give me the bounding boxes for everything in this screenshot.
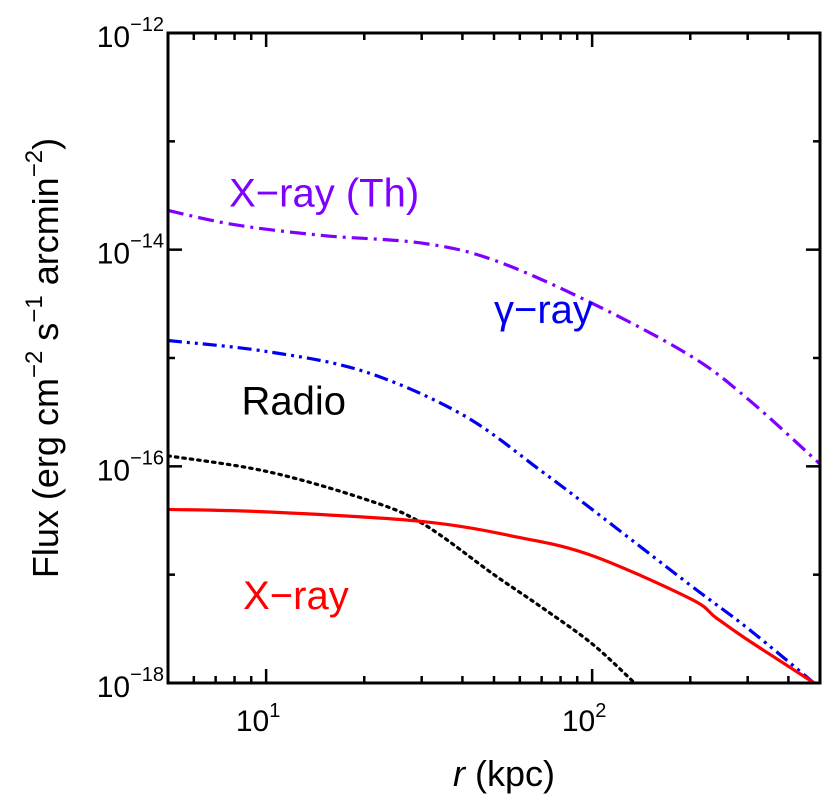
x-tick-label: 102 bbox=[562, 700, 607, 738]
series-line-x-ray bbox=[168, 507, 816, 683]
y-axis-title-part4: ) bbox=[25, 138, 66, 150]
y-axis-title-exp2: −1 bbox=[21, 295, 48, 322]
y-axis-title-exp3: −2 bbox=[21, 150, 48, 177]
series-labels: X−ray (Th) γ−ray Radio X−ray bbox=[229, 172, 593, 619]
y-tick-label: 10−14 bbox=[97, 231, 164, 271]
series-label-x-ray-th: X−ray (Th) bbox=[229, 172, 419, 216]
y-axis-title-exp1: −2 bbox=[21, 351, 48, 378]
y-axis-title-part3: arcmin bbox=[25, 177, 66, 295]
x-axis-title: r (kpc) bbox=[453, 753, 555, 794]
x-tick-label: 101 bbox=[236, 700, 281, 738]
y-tick-label: 10−12 bbox=[97, 14, 164, 54]
y-tick-label: 10−18 bbox=[97, 664, 164, 704]
series-label-ray: γ−ray bbox=[494, 288, 593, 332]
x-axis-unit: (kpc) bbox=[465, 753, 555, 794]
tick-labels: 101 102 10−18 10−16 10−14 10−12 bbox=[97, 14, 607, 738]
series-layer bbox=[168, 208, 820, 683]
series-label-radio: Radio bbox=[241, 380, 346, 424]
series-line-ray bbox=[168, 338, 817, 683]
axis-ticks bbox=[166, 31, 822, 685]
y-axis-title-part2: s bbox=[25, 323, 66, 351]
y-axis-title-part1: Flux (erg cm bbox=[25, 378, 66, 578]
series-line-radio bbox=[168, 454, 637, 683]
x-axis-variable: r bbox=[453, 753, 467, 794]
series-label-x-ray: X−ray bbox=[243, 574, 349, 618]
y-axis-title: Flux (erg cm−2 s−1 arcmin−2) bbox=[21, 138, 66, 578]
series-line-x-ray-th bbox=[168, 208, 820, 466]
y-tick-label: 10−16 bbox=[97, 447, 164, 487]
